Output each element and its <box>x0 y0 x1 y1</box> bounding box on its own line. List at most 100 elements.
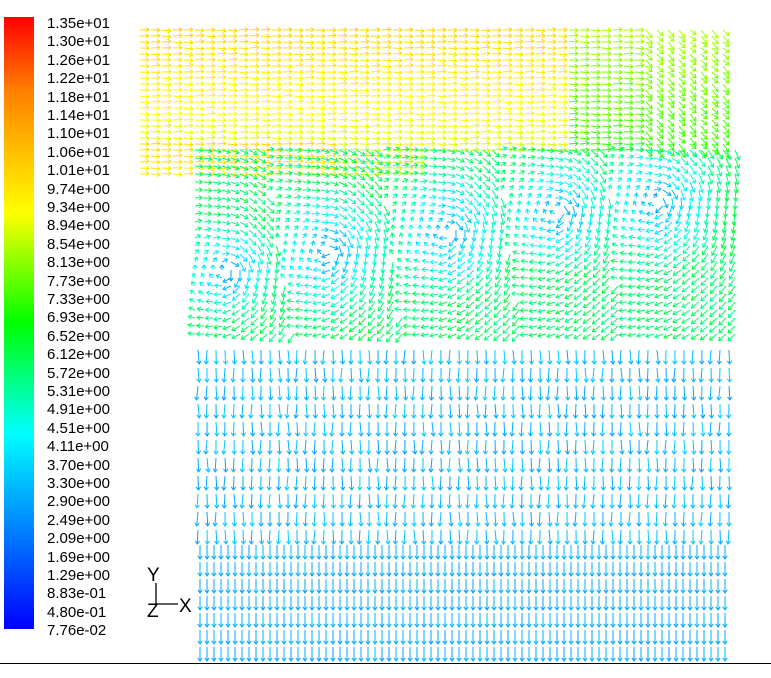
velocity-vector <box>579 27 590 33</box>
velocity-vector <box>282 26 293 33</box>
velocity-vector <box>568 32 579 38</box>
velocity-vector <box>205 34 216 40</box>
colorbar-label: 2.09e+00 <box>47 530 110 548</box>
colorbar-label: 5.72e+00 <box>47 364 110 382</box>
velocity-vector <box>139 27 150 33</box>
velocity-vector <box>634 38 645 45</box>
velocity-vector <box>590 33 601 40</box>
velocity-vector <box>150 33 161 39</box>
velocity-vector <box>436 33 447 39</box>
velocity-vector <box>359 38 370 45</box>
velocity-vector <box>348 46 359 52</box>
velocity-vector <box>161 38 172 45</box>
velocity-vector <box>535 38 546 44</box>
velocity-vector <box>403 33 414 39</box>
velocity-vector <box>227 46 238 52</box>
velocity-vector <box>623 33 634 40</box>
velocity-vector <box>381 33 392 39</box>
velocity-vector <box>403 39 414 46</box>
velocity-vector <box>524 38 535 44</box>
colorbar-label: 3.70e+00 <box>47 456 110 474</box>
velocity-vector <box>667 41 675 51</box>
velocity-vector <box>414 28 425 34</box>
colorbar-label: 8.13e+00 <box>47 254 110 272</box>
velocity-vector <box>183 27 194 33</box>
velocity-vector <box>304 40 315 46</box>
velocity-vector <box>304 27 315 33</box>
colorbar-label: 4.11e+00 <box>47 438 109 456</box>
colorbar-label: 4.80e-01 <box>47 603 107 621</box>
velocity-vector <box>667 29 675 38</box>
velocity-vector <box>612 38 623 45</box>
velocity-vector <box>216 39 227 45</box>
velocity-vector <box>238 45 249 52</box>
velocity-vector <box>304 45 315 51</box>
velocity-vector <box>480 27 491 34</box>
velocity-vector <box>161 28 172 34</box>
velocity-vector <box>304 33 315 39</box>
velocity-vector <box>590 27 601 34</box>
velocity-vector <box>689 41 697 48</box>
velocity-vector <box>293 45 304 51</box>
velocity-vector <box>711 35 719 45</box>
velocity-vector <box>645 41 653 49</box>
velocity-vector <box>392 39 403 45</box>
velocity-vector <box>403 26 414 33</box>
velocity-vector <box>447 27 458 33</box>
colorbar-label: 1.14e+01 <box>47 107 110 124</box>
velocity-vector <box>370 34 381 40</box>
colorbar-label: 4.51e+00 <box>47 419 110 437</box>
colorbar-label: 2.49e+00 <box>47 511 110 529</box>
velocity-vector <box>294 39 304 45</box>
velocity-vector <box>227 33 238 39</box>
colorbar-labels: 1.35e+01 1.30e+01 1.26e+01 1.22e+01 1.18e+01… <box>47 15 137 641</box>
velocity-vector <box>656 41 664 49</box>
velocity-vector <box>590 39 601 45</box>
velocity-vector <box>172 45 183 51</box>
velocity-vector <box>183 46 194 52</box>
velocity-vector <box>260 26 271 32</box>
velocity-vector <box>282 39 293 46</box>
velocity-vector <box>425 39 436 45</box>
colorbar-label: 7.73e+00 <box>47 272 110 290</box>
velocity-vector <box>546 26 557 33</box>
velocity-vector <box>337 45 348 51</box>
velocity-vector <box>601 27 612 34</box>
velocity-vector <box>447 38 458 45</box>
colorbar-label: 1.18e+01 <box>47 88 110 106</box>
velocity-vector <box>469 39 480 45</box>
velocity-vector <box>293 33 304 39</box>
velocity-vector <box>150 44 161 51</box>
velocity-vector <box>601 33 612 39</box>
velocity-vector <box>139 33 150 39</box>
velocity-vector <box>524 33 535 39</box>
velocity-vector <box>524 27 535 33</box>
velocity-vector <box>722 35 730 44</box>
velocity-vector <box>557 33 568 39</box>
velocity-vector <box>513 27 524 33</box>
colorbar-label: 1.30e+01 <box>47 33 110 51</box>
velocity-vector <box>337 32 348 39</box>
velocity-vector <box>315 27 326 33</box>
velocity-vector <box>557 38 568 45</box>
velocity-vector <box>458 33 469 39</box>
velocity-vector <box>205 27 216 33</box>
velocity-vector <box>238 26 249 33</box>
velocity-vector <box>613 33 623 39</box>
colorbar-label: 9.34e+00 <box>47 199 110 216</box>
velocity-vector <box>348 27 359 33</box>
velocity-vector <box>645 35 653 45</box>
velocity-vector <box>348 39 359 45</box>
colorbar-label: 8.94e+00 <box>47 217 110 235</box>
velocity-vector <box>326 32 337 38</box>
velocity-vector <box>645 29 653 39</box>
colorbar-label: 7.76e-02 <box>47 622 107 640</box>
colorbar-label: 1.35e+01 <box>47 15 110 32</box>
velocity-vector <box>260 33 271 40</box>
velocity-vector <box>535 28 546 34</box>
colorbar-label: 7.33e+00 <box>47 291 110 308</box>
colorbar-label: 4.91e+00 <box>47 401 110 419</box>
velocity-vector <box>359 27 370 33</box>
velocity-vector <box>205 39 216 45</box>
colorbar-label: 9.74e+00 <box>47 180 110 198</box>
